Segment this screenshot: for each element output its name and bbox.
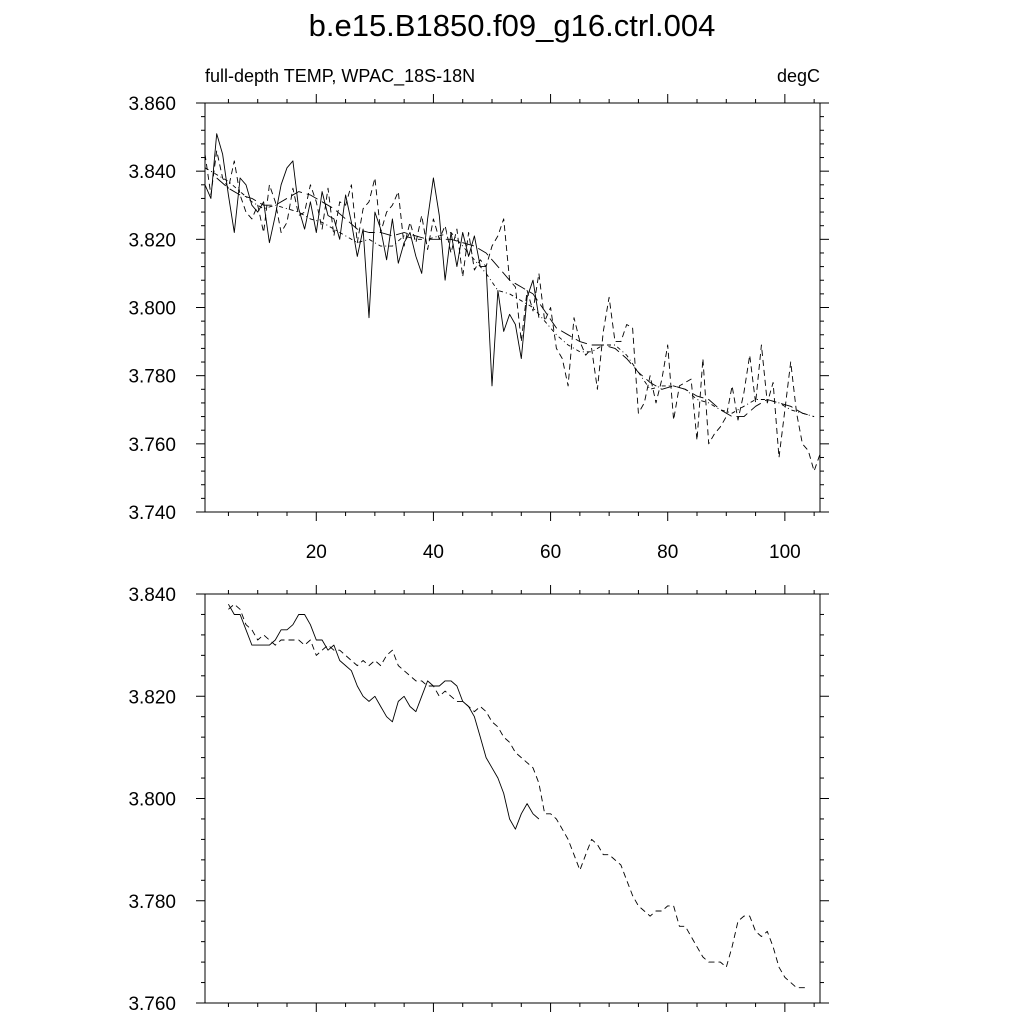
panel-2: 3.760 3.780 3.800 3.820 3.840: [128, 585, 829, 1015]
panel-1: 20 40 60 80 100 3.740 3.760 3.780 3.800 3.820 3.84…: [128, 94, 829, 563]
series-line-dash-dot: [204, 167, 815, 418]
series-line-solid: [228, 603, 540, 830]
y-tick-label: 3.760: [128, 435, 176, 456]
series-line-dashed: [204, 150, 821, 472]
figure-title: b.e15.B1850.f09_g16.ctrl.004: [309, 8, 716, 43]
series-line-dashed: [228, 603, 809, 989]
x-tick-label: 80: [657, 542, 678, 563]
plot-frame: [204, 102, 821, 513]
y-tick-label: 3.760: [128, 994, 176, 1015]
y-tick-label: 3.800: [128, 790, 176, 811]
series-line-long-dash: [216, 177, 815, 418]
series-line-solid: [204, 133, 540, 387]
x-tick-label: 60: [540, 542, 561, 563]
y-tick-label: 3.860: [128, 94, 176, 115]
y-tick-label: 3.780: [128, 892, 176, 913]
x-tick-label: 40: [423, 542, 444, 563]
y-tick-label: 3.740: [128, 503, 176, 524]
plot-frame: [204, 593, 821, 1004]
y-tick-label: 3.820: [128, 687, 176, 708]
x-tick-label: 20: [306, 542, 327, 563]
panel-1-left-label: full-depth TEMP, WPAC_18S-18N: [205, 66, 475, 87]
y-tick-label: 3.840: [128, 585, 176, 606]
y-tick-label: 3.800: [128, 299, 176, 320]
y-tick-label: 3.780: [128, 367, 176, 388]
y-tick-label: 3.840: [128, 162, 176, 183]
y-tick-label: 3.820: [128, 230, 176, 251]
x-tick-label: 100: [769, 542, 801, 563]
panel-1-units-label: degC: [777, 66, 820, 86]
